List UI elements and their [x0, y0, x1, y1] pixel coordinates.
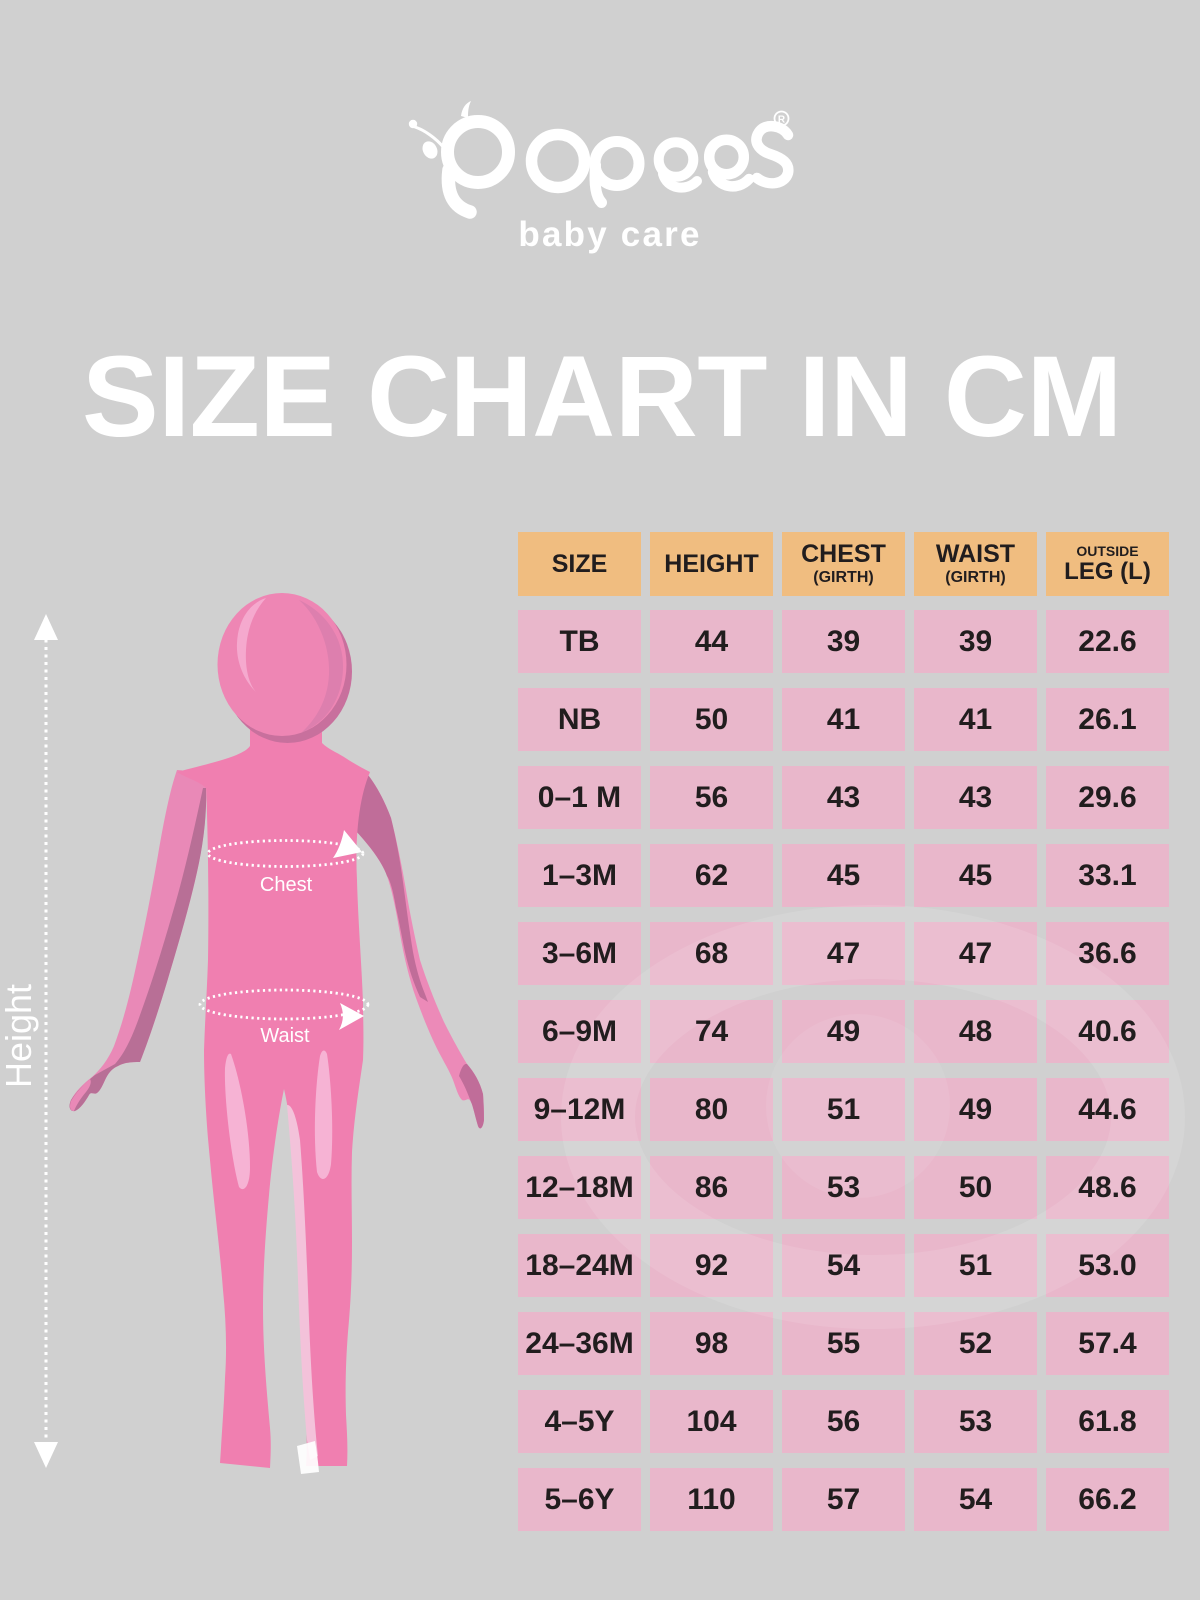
svg-text:R: R: [778, 115, 786, 126]
svg-text:baby care: baby care: [518, 215, 701, 254]
svg-text:Waist: Waist: [260, 1025, 310, 1047]
svg-text:Chest: Chest: [260, 874, 313, 896]
svg-text:Height: Height: [0, 984, 39, 1088]
